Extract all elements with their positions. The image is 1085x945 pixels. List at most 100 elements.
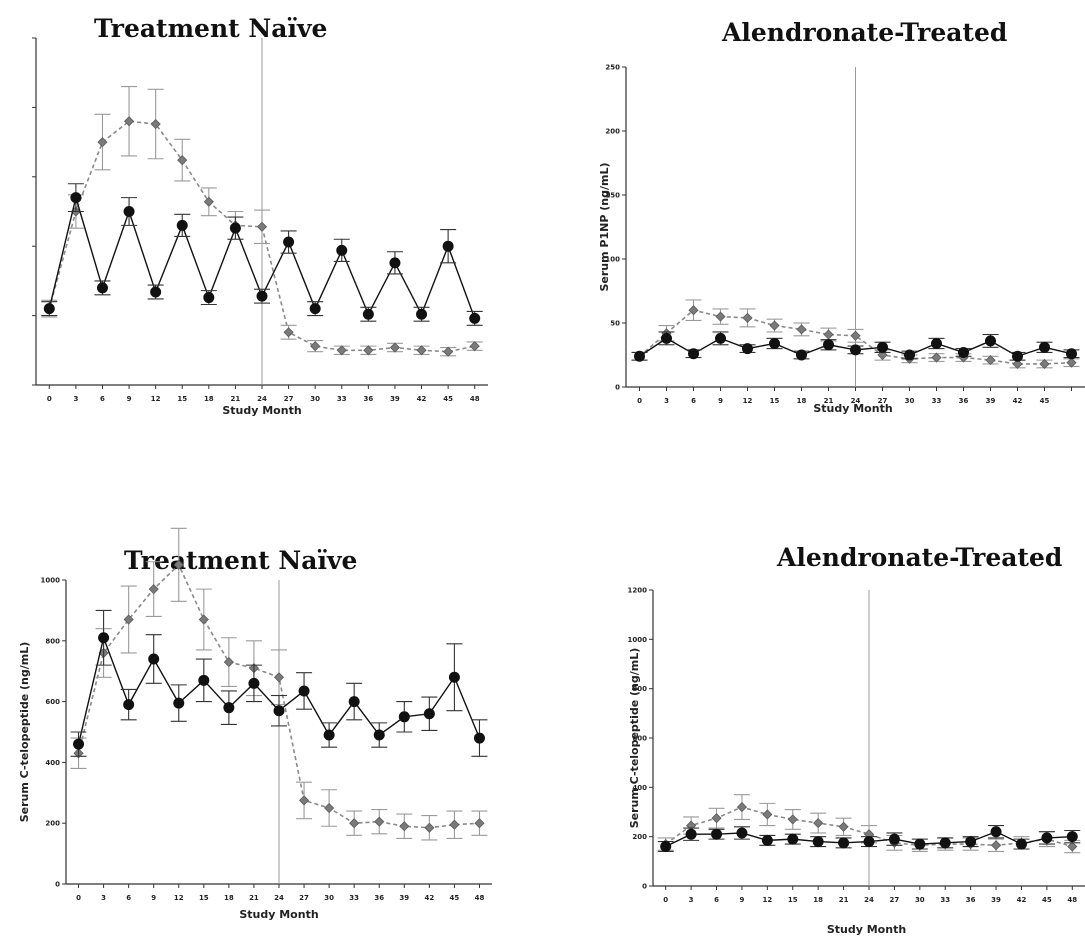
panel-4-x-tick-label: 6 [714,896,719,904]
panel-2-series-solid-point [1012,350,1023,362]
panel-3-series-solid-point [298,685,310,697]
panel-1-x-tick-label: 21 [231,395,241,403]
panel-2-series-solid-point [742,343,753,355]
panel-2-y-axis-label: Serum P1NP (ng/mL) [598,163,611,292]
panel-3-series-solid [70,609,488,757]
panel-3-series-dashed-point [424,822,435,833]
panel-3-x-tick-label: 39 [399,894,409,902]
panel-2-x-tick-label: 27 [878,397,888,405]
panel-2-x-tick-label: 24 [851,397,861,405]
panel-1-series-dashed-point [283,327,294,338]
panel-2-x-tick-label: 21 [824,397,834,405]
panel-2-series-solid-point [850,344,861,356]
panel-2-x-tick-label: 36 [959,397,969,405]
panel-4-y-axis-label: Serum C-telopeptide (ng/mL) [628,648,641,829]
panel-4-series-solid-point [1041,832,1053,844]
panel-1-series-solid-point [176,219,188,231]
panel-1-x-tick-label: 45 [443,395,453,403]
panel-3-series-solid-point [398,711,410,723]
panel-1-x-tick-label: 18 [204,395,214,403]
panel-1-x-tick-label: 24 [257,395,267,403]
panel-2-series-solid-point [688,348,699,360]
panel-2-series-dashed-point [850,330,861,341]
panel-4-series-dashed-point [838,821,849,832]
panel-1-x-tick-label: 42 [417,395,427,403]
panel-3-x-tick-label: 21 [249,894,259,902]
panel-3-series-solid-point [248,677,260,689]
panel-4-x-tick-label: 21 [839,896,849,904]
panel-2-series-solid-point [715,332,726,344]
panel-2-x-tick-label: 9 [718,397,723,405]
panel-4-series-solid-point [914,838,926,850]
panel-1-series-dashed-point [203,196,214,207]
panel-2-x-tick-label: 3 [664,397,669,405]
panel-1-series-dashed-point [123,116,135,127]
panel-1-series-solid-point [70,192,82,204]
panel-3-x-tick-label: 45 [450,894,460,902]
panel-3-y-tick-label: 600 [45,698,60,706]
panel-4-series-solid-point [888,833,900,845]
panel-2-title: Alendronate-Treated [722,18,1008,47]
panel-3-y-tick-label: 0 [55,881,60,889]
panel-2-series-solid-point [769,337,780,349]
panel-2-x-tick-label: 12 [743,397,753,405]
panel-2-y-tick-label: 50 [610,320,620,328]
panel-1-series-solid-point [389,257,401,269]
panel-4-series-solid-point [838,837,850,849]
panel-2-x-tick-label: 18 [797,397,807,405]
panel-4-y-tick-label: 0 [642,883,647,891]
panel-3-series-dashed-point [223,657,234,668]
panel-2-series-dashed-point [1039,358,1050,370]
panel-4-series-solid-point [990,826,1002,838]
panel-3-x-axis-label: Study Month [239,908,318,921]
panel-3-series-dashed [70,527,488,841]
panel-3-series-dashed-point [474,818,485,829]
panel-3-series-dashed-point [148,584,159,595]
panel-2-y-tick-label: 200 [605,128,620,136]
panel-2-series-dashed-point [688,305,699,316]
panel-4-y-tick-label: 1200 [628,587,648,595]
panel-3-series-dashed-point [399,821,410,832]
panel-3-series-solid-point [448,671,460,683]
panel-4-y-tick-label: 200 [632,833,647,841]
panel-1-x-tick-label: 6 [100,395,105,403]
panel-4-series-solid-point [1015,838,1027,850]
panel-4-series-solid-point [965,836,977,848]
panel-3-series-dashed-point [298,795,310,806]
panel-3-series-solid-point [173,697,185,709]
panel-3-series-dashed-point [374,816,385,827]
panel-3-series-dashed-point [349,818,360,829]
panel-1-series-dashed-point [97,137,108,148]
panel-2-series-solid-point [985,335,996,347]
panel-2-y-tick-label: 100 [605,256,620,264]
panel-2-y-tick-label: 150 [605,192,620,200]
panel-3-series-solid-point [223,702,235,714]
panel-1-x-tick-label: 3 [73,395,78,403]
panel-3-series-solid-point [198,674,210,686]
panel-1-series-dashed-point [363,345,374,356]
panel-2-series-solid-point [958,346,969,358]
panel-2-x-tick-label: 30 [905,397,915,405]
panel-1-series-dashed-point [416,345,427,356]
panel-4-series-dashed-point [990,840,1002,851]
panel-3-y-axis-label: Serum C-telopeptide (ng/mL) [18,642,31,823]
panel-3-series-dashed-point [324,802,335,814]
panel-3-y-tick-label: 200 [45,820,60,828]
panel-1-x-tick-label: 15 [177,395,187,403]
panel-4-series-dashed-point [736,802,748,813]
panel-3-title: Treatment Naïve [124,546,358,575]
panel-2-series-solid-point [904,349,915,361]
panel-1-x-tick-label: 30 [310,395,320,403]
panel-2-series-solid-point [877,341,888,353]
panel-1-title: Treatment Naïve [94,14,328,43]
panel-2-x-tick-label: 39 [986,397,996,405]
panel-4-x-tick-label: 30 [915,896,925,904]
panel-2-series-solid-point [661,332,672,344]
panel-4-y-tick-label: 800 [632,685,647,693]
panel-4-series-solid-point [812,836,824,848]
panel-2-series-dashed-point [769,320,780,331]
panel-3-series-solid-point [473,732,485,744]
